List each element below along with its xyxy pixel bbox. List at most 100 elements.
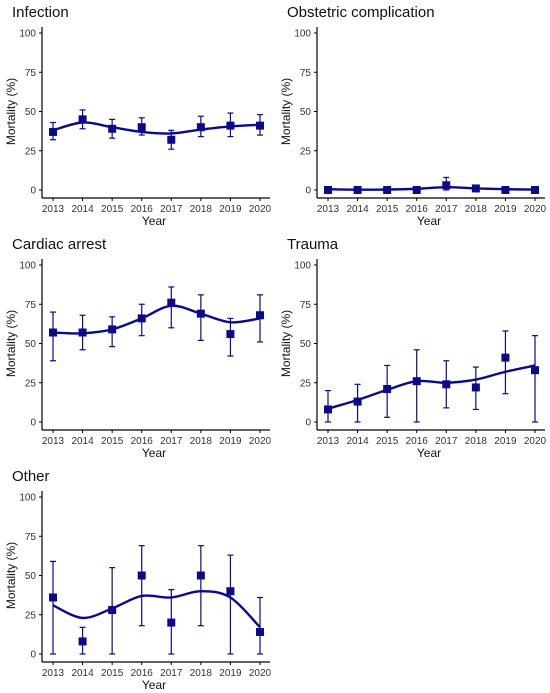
x-tick-label: 2016: [131, 668, 154, 679]
x-tick-label: 2019: [494, 436, 517, 447]
x-axis-label: Year: [417, 214, 441, 228]
y-tick-label: 0: [30, 650, 36, 661]
data-point: [383, 385, 392, 394]
x-tick-label: 2015: [101, 436, 124, 447]
data-point: [226, 330, 235, 339]
x-tick-label: 2015: [376, 204, 399, 215]
x-tick-label: 2018: [465, 204, 488, 215]
y-tick-label: 0: [305, 186, 311, 197]
chart-panel: Trauma 0 25 50 75 100 2013 2014 2015 2016 2017 2018…: [279, 236, 547, 460]
data-point: [531, 366, 539, 375]
trend-line: [52, 589, 261, 629]
x-tick-label: 2014: [71, 204, 94, 215]
data-point: [256, 311, 264, 320]
data-point: [226, 121, 235, 130]
y-axis-label: Mortality (%): [279, 310, 293, 377]
x-tick-label: 2018: [190, 436, 213, 447]
y-tick-label: 0: [305, 418, 311, 429]
data-point: [226, 587, 235, 596]
x-tick-label: 2015: [101, 668, 124, 679]
y-tick-label: 100: [294, 261, 311, 272]
x-tick-label: 2019: [219, 668, 242, 679]
x-axis-label: Year: [142, 214, 166, 228]
x-tick-label: 2014: [346, 436, 369, 447]
data-point: [353, 397, 362, 406]
data-point: [256, 628, 264, 637]
x-tick-label: 2018: [190, 668, 213, 679]
x-tick-label: 2013: [42, 668, 65, 679]
y-tick-label: 50: [300, 107, 312, 118]
data-point: [353, 186, 362, 194]
y-tick-label: 75: [25, 532, 37, 543]
x-tick-label: 2013: [317, 436, 340, 447]
y-tick-label: 100: [19, 493, 36, 504]
data-point: [531, 186, 539, 194]
x-tick-label: 2020: [524, 204, 547, 215]
data-point: [137, 314, 146, 323]
x-tick-label: 2015: [101, 204, 124, 215]
data-point: [49, 593, 57, 602]
chart-title: Infection: [12, 4, 69, 21]
y-axis-label: Mortality (%): [279, 78, 293, 145]
data-point: [49, 127, 57, 136]
data-point: [78, 328, 87, 337]
y-tick-label: 50: [25, 107, 37, 118]
x-tick-label: 2020: [249, 436, 272, 447]
chart-title: Cardiac arrest: [12, 236, 107, 253]
data-point: [442, 181, 451, 190]
y-tick-label: 50: [25, 571, 37, 582]
x-tick-label: 2016: [406, 204, 429, 215]
x-tick-label: 2013: [42, 204, 65, 215]
x-axis-label: Year: [417, 446, 441, 460]
y-tick-label: 25: [25, 378, 37, 389]
data-point: [196, 309, 205, 318]
data-point: [108, 606, 117, 615]
data-point: [108, 325, 117, 334]
y-tick-label: 100: [294, 29, 311, 40]
chart-panel: Cardiac arrest 0 25 50 75 100 2013 2014 2015 2016…: [4, 236, 272, 460]
data-point: [137, 571, 146, 580]
x-tick-label: 2016: [406, 436, 429, 447]
x-tick-label: 2017: [160, 204, 183, 215]
x-tick-label: 2014: [346, 204, 369, 215]
data-point: [78, 115, 87, 124]
x-tick-label: 2017: [435, 204, 458, 215]
data-point: [167, 298, 176, 307]
data-point: [78, 637, 87, 646]
data-point: [501, 186, 510, 194]
y-tick-label: 0: [30, 186, 36, 197]
y-tick-label: 0: [30, 418, 36, 429]
data-point: [49, 328, 57, 337]
x-tick-label: 2017: [160, 668, 183, 679]
x-tick-label: 2017: [435, 436, 458, 447]
x-tick-label: 2020: [524, 436, 547, 447]
x-tick-label: 2015: [376, 436, 399, 447]
data-point: [471, 184, 480, 193]
x-tick-label: 2019: [219, 204, 242, 215]
y-tick-label: 50: [25, 339, 37, 350]
data-point: [383, 186, 392, 194]
x-tick-label: 2016: [131, 436, 154, 447]
x-tick-label: 2014: [71, 668, 94, 679]
y-axis-label: Mortality (%): [4, 310, 18, 377]
x-tick-label: 2013: [317, 204, 340, 215]
x-tick-label: 2019: [494, 204, 517, 215]
y-tick-label: 75: [300, 300, 312, 311]
x-axis-label: Year: [142, 678, 166, 692]
data-point: [471, 383, 480, 392]
chart-title: Trauma: [287, 236, 339, 253]
y-axis-label: Mortality (%): [4, 542, 18, 609]
y-tick-label: 25: [25, 146, 37, 157]
data-point: [256, 121, 264, 130]
data-point: [196, 571, 205, 580]
y-tick-label: 25: [300, 146, 312, 157]
y-tick-label: 75: [25, 300, 37, 311]
y-tick-label: 75: [300, 68, 312, 79]
data-point: [412, 377, 421, 386]
x-tick-label: 2016: [131, 204, 154, 215]
y-axis-label: Mortality (%): [4, 78, 18, 145]
chart-panel: Infection 0 25 50 75 100 2013 2014 2015 2016 2017 2…: [4, 4, 272, 228]
data-point: [167, 135, 176, 144]
x-tick-label: 2013: [42, 436, 65, 447]
